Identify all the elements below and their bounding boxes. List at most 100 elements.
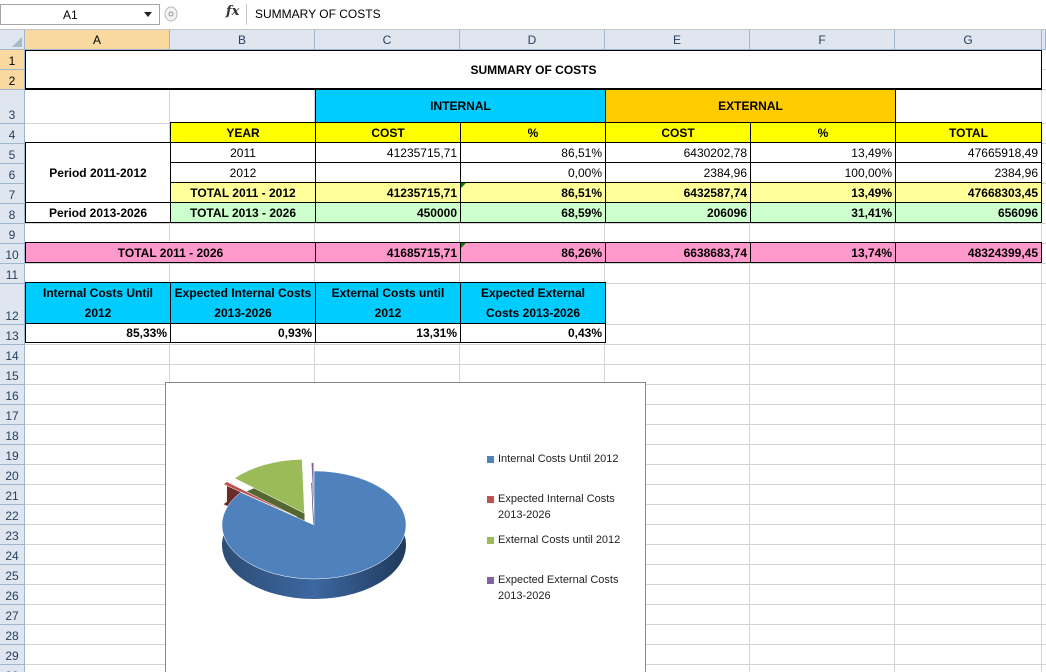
- row-header-17[interactable]: 17: [0, 405, 25, 425]
- year-2012-cell[interactable]: 2012: [170, 162, 316, 183]
- external-header-cell[interactable]: EXTERNAL: [605, 89, 896, 123]
- total-2012-cell[interactable]: 2384,96: [895, 162, 1042, 183]
- grand-total-label[interactable]: TOTAL 2011 - 2026: [25, 242, 316, 263]
- grand-total-external-cost-cell[interactable]: 6638683,74: [605, 242, 751, 263]
- grand-total-internal-pct-cell[interactable]: 86,26%: [460, 242, 606, 263]
- formula-input[interactable]: SUMMARY OF COSTS: [246, 4, 1046, 25]
- row-header-1[interactable]: 1: [0, 50, 25, 70]
- column-header-h[interactable]: [1042, 30, 1046, 50]
- row-header-7[interactable]: 7: [0, 184, 25, 204]
- internal-pct-total-2013-2026-cell[interactable]: 68,59%: [460, 202, 606, 223]
- internal-header-cell[interactable]: INTERNAL: [315, 89, 606, 123]
- total-total-2013-2026-cell[interactable]: 656096: [895, 202, 1042, 223]
- year-header-cell[interactable]: YEAR: [170, 122, 316, 143]
- pie-slice-2[interactable]: [223, 481, 297, 518]
- row-header-5[interactable]: 5: [0, 144, 25, 164]
- internal-pct-2011-cell[interactable]: 86,51%: [460, 142, 606, 163]
- legend-item-internal[interactable]: Internal Costs Until 2012: [487, 451, 638, 467]
- column-header-c[interactable]: C: [315, 30, 460, 50]
- row-header-4[interactable]: 4: [0, 124, 25, 144]
- row-header-9[interactable]: 9: [0, 224, 25, 244]
- year-2011-cell[interactable]: 2011: [170, 142, 316, 163]
- pie-slice-4[interactable]: [311, 462, 315, 517]
- fx-icon[interactable]: fx: [226, 4, 240, 19]
- internal-pct-2012-cell[interactable]: 0,00%: [460, 162, 606, 183]
- row-header-28[interactable]: 28: [0, 625, 25, 645]
- internal-cost-total-2011-2012-cell[interactable]: 41235715,71: [315, 182, 461, 203]
- row-header-22[interactable]: 22: [0, 505, 25, 525]
- row-header-16[interactable]: 16: [0, 385, 25, 405]
- grand-total-internal-cost-cell[interactable]: 41685715,71: [315, 242, 461, 263]
- row-header-14[interactable]: 14: [0, 345, 25, 365]
- row-header-27[interactable]: 27: [0, 605, 25, 625]
- external-pct-total-2013-2026-cell[interactable]: 31,41%: [750, 202, 896, 223]
- row-header-29[interactable]: 29: [0, 645, 25, 665]
- external-cost-2011-cell[interactable]: 6430202,78: [605, 142, 751, 163]
- row-header-23[interactable]: 23: [0, 525, 25, 545]
- error-indicator-icon[interactable]: [461, 243, 466, 248]
- row-header-3[interactable]: 3: [0, 90, 25, 124]
- external-cost-2012-cell[interactable]: 2384,96: [605, 162, 751, 183]
- column-header-e[interactable]: E: [605, 30, 750, 50]
- row-header-12[interactable]: 12: [0, 284, 25, 325]
- column-header-b[interactable]: B: [170, 30, 315, 50]
- legend-item-expected-internal[interactable]: Expected Internal Costs 2013-2026: [487, 491, 638, 523]
- row-header-24[interactable]: 24: [0, 545, 25, 565]
- row-header-6[interactable]: 6: [0, 164, 25, 184]
- external-pct-header-cell[interactable]: %: [750, 122, 896, 143]
- row-header-15[interactable]: 15: [0, 365, 25, 385]
- total-2011-2012-label[interactable]: TOTAL 2011 - 2012: [170, 182, 316, 203]
- grand-total-external-pct-cell[interactable]: 13,74%: [750, 242, 896, 263]
- external-cost-total-2011-2012-cell[interactable]: 6432587,74: [605, 182, 751, 203]
- row-header-19[interactable]: 19: [0, 445, 25, 465]
- row-header-20[interactable]: 20: [0, 465, 25, 485]
- total-header-cell[interactable]: TOTAL: [895, 122, 1042, 143]
- summary-header-internal-until-2012[interactable]: Internal Costs Until 2012: [25, 282, 171, 324]
- column-header-g[interactable]: G: [895, 30, 1042, 50]
- internal-cost-2012-cell[interactable]: [315, 162, 461, 183]
- legend-item-expected-external[interactable]: Expected External Costs 2013-2026: [487, 572, 638, 604]
- row-header-18[interactable]: 18: [0, 425, 25, 445]
- pie-chart[interactable]: Internal Costs Until 2012 Expected Inter…: [165, 382, 646, 672]
- row-header-2[interactable]: 2: [0, 70, 25, 90]
- row-header-10[interactable]: 10: [0, 244, 25, 264]
- summary-header-expected-internal[interactable]: Expected Internal Costs 2013-2026: [170, 282, 316, 324]
- column-header-d[interactable]: D: [460, 30, 605, 50]
- row-header-25[interactable]: 25: [0, 565, 25, 585]
- external-cost-header-cell[interactable]: COST: [605, 122, 751, 143]
- external-pct-2011-cell[interactable]: 13,49%: [750, 142, 896, 163]
- period-2013-2026-label[interactable]: Period 2013-2026: [25, 202, 171, 223]
- period-2011-2012-label[interactable]: Period 2011-2012: [25, 142, 171, 203]
- expand-formula-icon[interactable]: [164, 6, 178, 22]
- row-header-21[interactable]: 21: [0, 485, 25, 505]
- select-all-button[interactable]: [0, 30, 25, 50]
- row-header-8[interactable]: 8: [0, 204, 25, 224]
- external-cost-total-2013-2026-cell[interactable]: 206096: [605, 202, 751, 223]
- summary-value-expected-internal[interactable]: 0,93%: [170, 323, 316, 343]
- row-header-26[interactable]: 26: [0, 585, 25, 605]
- row-header-13[interactable]: 13: [0, 325, 25, 345]
- total-2011-cell[interactable]: 47665918,49: [895, 142, 1042, 163]
- internal-cost-2011-cell[interactable]: 41235715,71: [315, 142, 461, 163]
- external-pct-total-2011-2012-cell[interactable]: 13,49%: [750, 182, 896, 203]
- row-header-11[interactable]: 11: [0, 264, 25, 284]
- total-2013-2026-label[interactable]: TOTAL 2013 - 2026: [170, 202, 316, 223]
- internal-pct-header-cell[interactable]: %: [460, 122, 606, 143]
- pie-slice-3[interactable]: [234, 459, 305, 514]
- summary-header-external-until-2012[interactable]: External Costs until 2012: [315, 282, 461, 324]
- summary-value-expected-external[interactable]: 0,43%: [460, 323, 606, 343]
- name-box[interactable]: A1: [0, 4, 160, 25]
- internal-cost-total-2013-2026-cell[interactable]: 450000: [315, 202, 461, 223]
- column-header-a[interactable]: A: [25, 30, 170, 50]
- error-indicator-icon[interactable]: [461, 183, 466, 188]
- internal-pct-total-2011-2012-cell[interactable]: 86,51%: [460, 182, 606, 203]
- summary-header-expected-external[interactable]: Expected External Costs 2013-2026: [460, 282, 606, 324]
- row-header-30[interactable]: 30: [0, 665, 25, 672]
- internal-cost-header-cell[interactable]: COST: [315, 122, 461, 143]
- pie-slice-1[interactable]: [221, 470, 407, 580]
- chevron-down-icon[interactable]: [144, 12, 152, 17]
- external-pct-2012-cell[interactable]: 100,00%: [750, 162, 896, 183]
- summary-value-external-until-2012[interactable]: 13,31%: [315, 323, 461, 343]
- summary-value-internal-until-2012[interactable]: 85,33%: [25, 323, 171, 343]
